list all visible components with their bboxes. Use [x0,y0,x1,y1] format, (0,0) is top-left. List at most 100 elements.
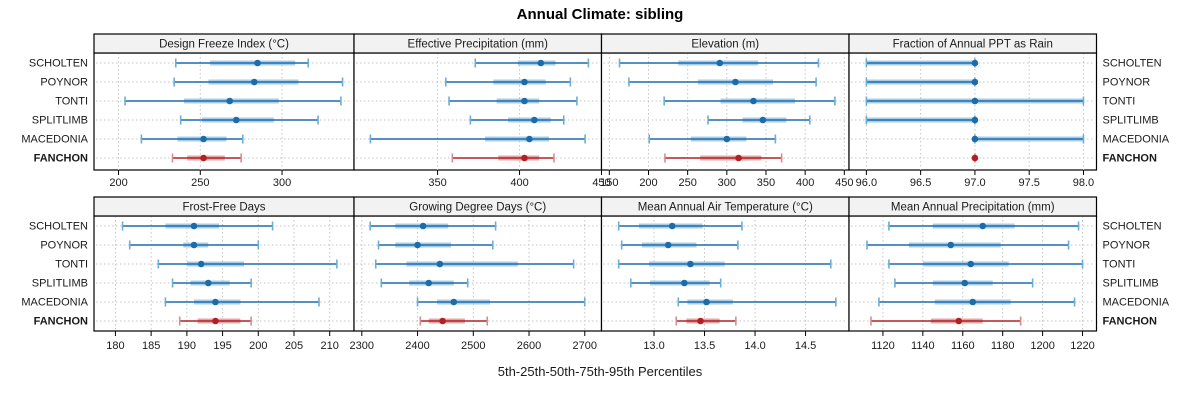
site-label-left: SCHOLTEN [29,58,88,70]
median-dot [250,78,258,86]
percentile-row-tonti [865,96,1085,106]
median-dot [947,241,955,249]
site-label-left: FANCHON [34,316,88,328]
median-dot [703,298,710,306]
axis-tick-label: 200 [249,340,267,352]
axis-tick-label: 250 [191,177,209,189]
percentile-row-poynor [620,240,739,250]
site-label-left: MACEDONIA [21,134,88,146]
panel: Fraction of Annual PPT as Rain 96.0 96.5 97… [848,33,1098,189]
percentile-row-splitlimb [707,115,811,125]
site-label-right: SPLITLIMB [1103,115,1159,127]
percentile-row-tonti [448,96,578,106]
axis-tick-label: 2600 [517,340,541,352]
percentile-row-scholten [121,221,274,231]
panel-plot-box [93,215,355,332]
site-label-left: SPLITLIMB [32,115,88,127]
percentile-row-tonti [157,259,338,269]
median-dot [735,154,742,162]
percentile-row-macedonia [416,297,586,307]
percentile-row-poynor [865,77,979,87]
percentile-row-scholten [369,221,497,231]
site-label-left: TONTI [55,96,88,108]
axis-tick-label: 190 [178,340,196,352]
percentile-row-tonti [888,259,1084,269]
median-dot [750,97,757,105]
median-dot [521,154,528,162]
site-label-left: SCHOLTEN [29,221,88,233]
panel: Mean Annual Precipitation (mm) 1120 1140 11… [848,196,1098,352]
median-dot [200,135,207,143]
panel-strip-title: Fraction of Annual PPT as Rain [893,39,1053,51]
median-dot [716,59,724,67]
panel-strip-title: Mean Annual Air Temperature (°C) [638,202,813,214]
percentile-row-fanchon [451,153,555,163]
median-dot [254,59,261,67]
percentile-row-poynor [444,77,572,87]
median-dot [664,241,672,249]
percentile-row-tonti [124,96,342,106]
median-dot [971,154,979,162]
panel-strip-title: Elevation (m) [691,39,759,51]
median-dot [226,97,234,105]
axis-tick-label: 97.0 [964,177,985,189]
median-dot [687,260,694,268]
panel-plot-box [353,52,603,171]
percentile-row-macedonia [140,134,244,144]
median-dot [232,116,240,124]
axis-tick-label: 250 [678,177,696,189]
median-dot [190,222,198,230]
site-label-right: SCHOLTEN [1103,221,1162,233]
panel-strip [848,196,1098,217]
axis-tick-label: 14.0 [744,340,765,352]
median-dot [212,317,219,325]
site-label-right: TONTI [1103,96,1136,108]
axis-tick-label: 97.5 [1018,177,1039,189]
axis-tick-label: 300 [718,177,736,189]
panel-plot-box [93,52,355,171]
percentile-row-macedonia [971,134,1085,144]
percentiles-caption: 5th-25th-50th-75th-95th Percentiles [497,364,703,379]
panel: Design Freeze Index (°C) 200 250 300 [93,33,355,189]
median-dot [419,222,427,230]
panel-plot-box [353,215,603,332]
percentile-row-fanchon [171,153,242,163]
panel-strip-title: Design Freeze Index (°C) [159,39,289,51]
median-dot [668,222,676,230]
page-title: Annual Climate: sibling [516,6,684,23]
median-dot [971,78,979,86]
median-dot [414,241,421,249]
percentile-row-poynor [866,240,1070,250]
median-dot [979,222,987,230]
site-label-right: FANCHON [1103,316,1157,328]
percentile-row-macedonia [369,134,586,144]
percentile-row-splitlimb [629,278,722,288]
axis-tick-label: 200 [639,177,657,189]
site-label-right: TONTI [1103,259,1136,271]
percentile-row-splitlimb [171,278,252,288]
percentile-row-splitlimb [179,115,319,125]
median-dot [450,298,458,306]
median-dot [723,135,731,143]
panel-strip-title: Growing Degree Days (°C) [409,202,546,214]
axis-tick-label: 1180 [991,340,1015,352]
site-label-right: MACEDONIA [1103,134,1170,146]
axis-tick-label: 14.5 [795,340,816,352]
panel-strip-title: Mean Annual Precipitation (mm) [891,202,1055,214]
axis-tick-label: 1220 [1070,340,1094,352]
axis-tick-label: 350 [428,177,446,189]
axis-tick-label: 180 [106,340,124,352]
median-dot [439,317,446,325]
median-dot [521,78,528,86]
percentile-row-scholten [888,221,1080,231]
panel: Mean Annual Air Temperature (°C) 13.0 13.5… [600,196,850,352]
median-dot [526,135,533,143]
median-dot [697,317,704,325]
axis-tick-label: 450 [592,177,610,189]
site-label-right: SCHOLTEN [1103,58,1162,70]
axis-tick-label: 13.5 [694,340,715,352]
median-dot [537,59,545,67]
axis-tick-label: 96.0 [856,177,877,189]
axis-tick-label: 1140 [911,340,935,352]
